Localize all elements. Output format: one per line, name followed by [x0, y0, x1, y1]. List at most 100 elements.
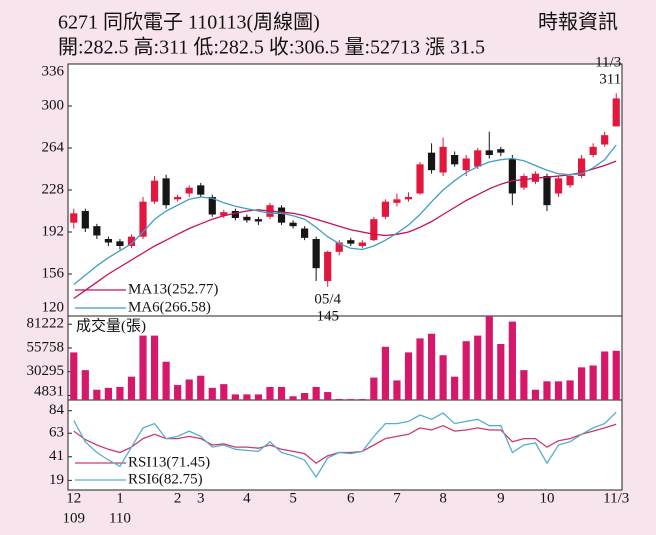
- volume-bar: [427, 333, 436, 400]
- year-label: 110: [109, 510, 131, 526]
- volume-bar: [451, 376, 459, 400]
- volume-bar: [404, 352, 413, 400]
- volume-bar: [381, 346, 389, 400]
- volume-bar: [485, 316, 493, 400]
- series-line: [73, 411, 617, 479]
- candle-body: [243, 216, 251, 221]
- candle-body: [451, 155, 459, 165]
- volume-bar: [554, 381, 563, 400]
- candle-body: [427, 152, 436, 171]
- x-tick-label: 6: [347, 490, 355, 506]
- y-tick-label: 120: [42, 299, 65, 315]
- volume-bar: [243, 394, 251, 400]
- x-tick-label: 5: [289, 490, 297, 506]
- volume-bar: [566, 380, 574, 400]
- volume-bar: [347, 399, 355, 400]
- x-tick-label: 2: [174, 490, 182, 506]
- volume-bar: [601, 351, 609, 400]
- candle-body: [81, 211, 89, 229]
- y-tick-label: 336: [42, 63, 65, 79]
- x-tick-label: 4: [243, 490, 251, 506]
- source: 時報資訊: [538, 11, 618, 34]
- volume-bar: [116, 386, 124, 400]
- candle-body: [254, 219, 263, 222]
- candle-body: [220, 212, 228, 216]
- volume-bar: [531, 389, 540, 400]
- candle-body: [70, 213, 78, 223]
- y-tick-label: 63: [49, 425, 64, 441]
- candle-body: [485, 150, 493, 155]
- candle-body: [439, 146, 447, 173]
- y-tick-label: 300: [42, 97, 65, 113]
- candle-body: [393, 199, 401, 203]
- legend-label: RSI6(82.75): [128, 471, 203, 487]
- candle-body: [277, 207, 286, 223]
- volume-bar: [358, 399, 366, 400]
- candle-body: [301, 228, 309, 238]
- candle-body: [185, 187, 193, 194]
- y-tick-label: 81222: [27, 316, 65, 332]
- candle-body: [231, 211, 239, 218]
- subtitle: 開:282.5 高:311 低:282.5 收:306.5 量:52713 漲 …: [58, 36, 485, 59]
- volume-bar: [81, 370, 89, 400]
- candle-body: [93, 226, 101, 236]
- candle-body: [116, 241, 124, 246]
- volume-bar: [208, 387, 216, 400]
- volume-bar: [612, 350, 620, 400]
- candle-body: [139, 201, 147, 237]
- volume-bar: [474, 335, 482, 400]
- volume-bar: [174, 385, 182, 400]
- volume-bar: [543, 381, 551, 400]
- x-tick-label: 10: [539, 490, 554, 506]
- candle-body: [497, 149, 505, 153]
- candle-body: [508, 158, 516, 194]
- candle-body: [404, 197, 413, 200]
- candle-body: [174, 197, 182, 200]
- volume-bar: [370, 377, 378, 400]
- annotation-label: 11/3: [595, 55, 621, 71]
- candle-body: [520, 176, 528, 188]
- y-tick-label: 84: [49, 402, 65, 418]
- x-tick-label: 3: [197, 490, 205, 506]
- panel-title: 成交量(張): [76, 316, 146, 334]
- candle-body: [324, 251, 332, 281]
- volume-bar: [508, 321, 516, 400]
- candle-body: [462, 158, 470, 171]
- volume-bar: [335, 398, 343, 400]
- volume-bar: [93, 389, 101, 400]
- volume-bar: [266, 386, 274, 400]
- x-tick-label: 8: [439, 490, 447, 506]
- candle-body: [335, 242, 343, 252]
- y-tick-label: 55758: [27, 339, 65, 355]
- annotation-label: 05/4: [314, 291, 341, 307]
- candle-body: [381, 201, 389, 217]
- plot-area: [67, 63, 623, 491]
- y-tick-label: 192: [42, 223, 65, 239]
- legend-label: MA13(252.77): [128, 281, 218, 297]
- candle-body: [370, 219, 378, 241]
- volume-bar: [127, 376, 136, 400]
- candle-body: [543, 176, 551, 206]
- legend-label: MA6(266.58): [128, 299, 211, 315]
- x-tick-label: 11/3: [603, 490, 629, 506]
- candle-body: [127, 236, 136, 246]
- candle-body: [416, 164, 424, 194]
- candle-body: [358, 242, 366, 246]
- annotation-value: 311: [599, 72, 621, 88]
- volume-bar: [589, 365, 597, 400]
- volume-bar: [289, 396, 297, 400]
- volume-bar: [393, 380, 401, 400]
- candle-body: [601, 135, 609, 145]
- volume-bar: [104, 387, 112, 400]
- candle-body: [197, 185, 205, 195]
- volume-bar: [150, 335, 159, 400]
- x-tick-label: 12: [66, 490, 81, 506]
- volume-bar: [197, 375, 205, 400]
- y-tick-label: 19: [49, 472, 64, 488]
- volume-bar: [70, 352, 78, 400]
- legend-label: RSI13(71.45): [128, 454, 210, 470]
- y-tick-label: 156: [42, 265, 65, 281]
- volume-bar: [578, 367, 586, 400]
- annotation-value: 145: [316, 308, 339, 324]
